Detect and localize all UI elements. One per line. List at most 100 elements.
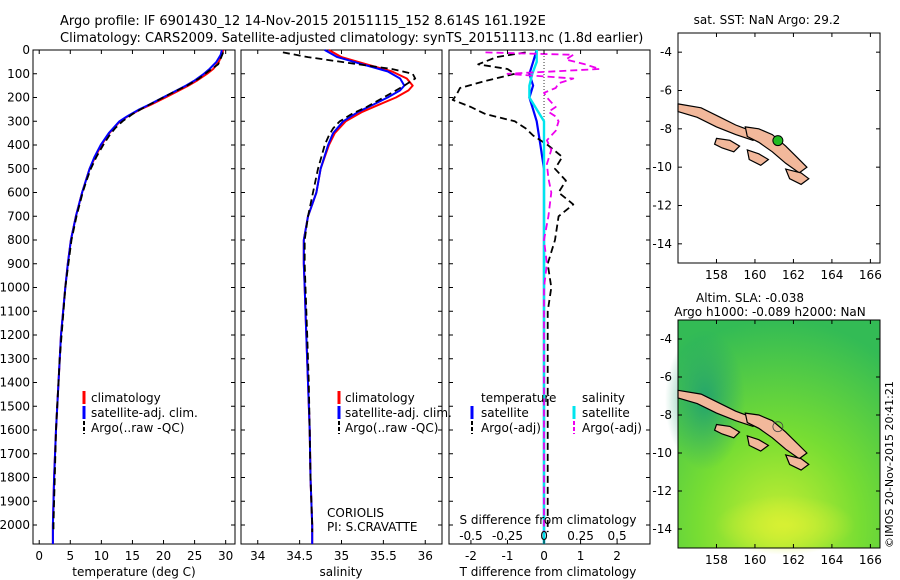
series-climatology: [302, 49, 414, 544]
y-tick-label: 700: [7, 209, 30, 223]
map-x-tick-label: 160: [743, 553, 766, 567]
island: [746, 435, 770, 452]
y-tick-label: 1600: [0, 423, 30, 437]
s-tick-label: -0.5: [459, 529, 482, 543]
sla-map-anomaly-blob: [715, 495, 855, 555]
legend-salinity-satellite-label: satellite: [582, 406, 630, 420]
legend-satellite-label: satellite-adj. clim.: [91, 406, 198, 420]
y-tick-label: 0: [22, 43, 30, 57]
map-y-tick-label: -12: [652, 199, 672, 213]
legend-temperature-head: temperature: [481, 391, 556, 405]
y-tick-label: 1700: [0, 447, 30, 461]
legend-argo-label: Argo(..raw -QC): [91, 421, 184, 435]
map-x-tick-label: 166: [859, 268, 882, 282]
series-satellite-adj-clim: [302, 49, 406, 544]
y-tick-label: 300: [7, 114, 30, 128]
island: [784, 454, 810, 471]
imos-credit: ©IMOS 20-Nov-2015 20:41:21: [883, 381, 896, 548]
x-tick-label: 10: [94, 549, 109, 563]
series-climatology: [51, 49, 225, 544]
sst-map-coastline: [677, 103, 810, 186]
island: [746, 148, 770, 167]
sst-map-title: sat. SST: NaN Argo: 29.2: [694, 13, 841, 27]
sla-map-title-line2: Argo h1000: -0.089 h2000: NaN: [674, 305, 866, 319]
series-temperature-argo-adj: [451, 51, 575, 533]
figure-subtitle: Climatology: CARS2009. Satellite-adjuste…: [60, 31, 643, 46]
s-tick-label: 0.5: [608, 529, 627, 543]
argo-float-marker: [772, 421, 784, 433]
difference-s-x-ticks: -0.5 -0.25 0 0.25 0.5: [459, 529, 626, 543]
map-y-tick-label: -10: [652, 446, 672, 460]
island: [713, 137, 741, 153]
x-tick-label: 34: [250, 549, 265, 563]
y-tick-label: 200: [7, 91, 30, 105]
temperature-panel: 0 5 10 15 20 25 30 0 100 200 300 400 500 600 700 800 90…: [0, 43, 236, 579]
series-salinity-argo-adj: [485, 51, 601, 533]
sla-map-title-line1: Altim. SLA: -0.038: [696, 291, 804, 305]
salinity-x-ticks: 34 34.5 35 35.5 36: [250, 50, 433, 563]
map-y-tick-label: -8: [660, 122, 672, 136]
legend-salinity-head: salinity: [582, 391, 625, 405]
salinity-plot-area: [282, 49, 417, 544]
s-tick-label: -0.25: [492, 529, 523, 543]
sst-map-panel: sat. SST: NaN Argo: 29.2 158 160 162 164 166…: [652, 13, 881, 282]
y-tick-label: 600: [7, 186, 30, 200]
salinity-panel: 34 34.5 35 35.5 36 salinity climatology sate…: [240, 49, 452, 579]
sla-map-coastline: [677, 389, 810, 471]
map-x-tick-label: 158: [705, 268, 728, 282]
difference-legend: temperature satellite Argo(-adj) salinit…: [470, 391, 642, 435]
legend-temperature-satellite-label: satellite: [481, 406, 529, 420]
s-tick-label: 0: [540, 529, 548, 543]
map-x-tick-label: 158: [705, 553, 728, 567]
y-tick-label: 900: [7, 257, 30, 271]
x-tick-label: -2: [465, 549, 477, 563]
map-x-tick-label: 162: [782, 553, 805, 567]
map-y-tick-label: -14: [652, 237, 672, 251]
x-tick-label: 15: [125, 549, 140, 563]
sla-map-frame: [677, 319, 881, 549]
series-argo-raw-qc: [52, 52, 225, 533]
map-y-tick-label: -8: [660, 408, 672, 422]
y-tick-label: 1800: [0, 471, 30, 485]
map-y-tick-label: -4: [660, 45, 672, 59]
temperature-plot-frame: [32, 49, 236, 545]
salinity-y-ticks: [241, 49, 442, 526]
x-tick-label: 1: [577, 549, 585, 563]
map-y-tick-label: -4: [660, 332, 672, 346]
map-x-tick-label: 164: [820, 553, 843, 567]
salinity-x-label: salinity: [319, 565, 362, 579]
series-satellite-adj-clim: [51, 49, 223, 544]
difference-plot-frame: [448, 49, 651, 545]
map-x-tick-label: 160: [743, 268, 766, 282]
y-tick-label: 100: [7, 67, 30, 81]
temperature-legend: climatology satellite-adj. clim. Argo(..…: [82, 391, 198, 435]
x-tick-label: 20: [156, 549, 171, 563]
x-tick-label: -1: [501, 549, 513, 563]
sst-map-ticks: 158 160 162 164 166 -4 -6 -8 -10 -12 -14: [652, 33, 882, 282]
y-tick-label: 1100: [0, 304, 30, 318]
island: [744, 126, 808, 174]
x-tick-label: 30: [218, 549, 233, 563]
temperature-x-label: temperature (deg C): [72, 565, 195, 579]
x-tick-label: 35.5: [370, 549, 397, 563]
map-y-tick-label: -6: [660, 370, 672, 384]
difference-t-x-ticks: -2 -1 0 1 2: [465, 50, 621, 563]
depth-y-ticks: 0 100 200 300 400 500 600 700 800 900 1000 1100 1200…: [0, 43, 235, 532]
difference-plot-area: [451, 49, 601, 544]
y-tick-label: 1900: [0, 494, 30, 508]
map-y-tick-label: -10: [652, 160, 672, 174]
x-tick-label: 2: [613, 549, 621, 563]
legend-satellite-label: satellite-adj. clim.: [345, 406, 452, 420]
y-tick-label: 400: [7, 138, 30, 152]
island: [713, 423, 741, 439]
series-argo-raw-qc: [282, 51, 417, 533]
argo-float-marker: [772, 135, 784, 147]
y-tick-label: 1200: [0, 328, 30, 342]
sla-map-panel: Altim. SLA: -0.038 Argo h1000: -0.089 h2…: [652, 291, 881, 567]
t-difference-label: T difference from climatology: [459, 565, 637, 579]
x-tick-label: 5: [66, 549, 74, 563]
y-tick-label: 2000: [0, 518, 30, 532]
map-y-tick-label: -14: [652, 522, 672, 536]
y-tick-label: 800: [7, 233, 30, 247]
difference-y-ticks: [449, 49, 650, 526]
